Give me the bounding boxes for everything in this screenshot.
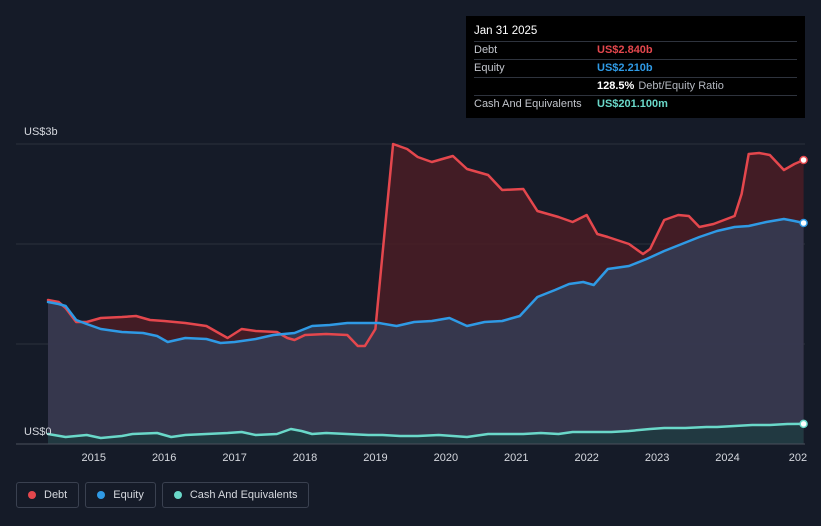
series-end-markers: [799, 155, 808, 429]
x-tick-labels: 2015 2016 2017 2018 2019 2020 2021 2022 2023 2024…: [82, 452, 808, 464]
equity-line: [46, 217, 805, 345]
y-axis-top-label: US$3b: [24, 126, 58, 138]
cash-and-equivalents-line: [46, 422, 805, 440]
x-tick-label: 2021: [504, 452, 528, 464]
tooltip-label-equity: Equity: [474, 62, 505, 74]
x-tick-label: 2018: [293, 452, 317, 464]
equity-end-marker: [799, 218, 808, 228]
tooltip-row-equity: Equity US$2.210b: [474, 59, 797, 77]
tooltip-row-debt: Debt US$2.840b: [474, 41, 797, 59]
legend-item-debt[interactable]: Debt: [16, 482, 80, 508]
tooltip-value-debt: US$2.840b: [597, 44, 653, 56]
tooltip-label-debt: Debt: [474, 44, 498, 56]
x-tick-label: 2024: [715, 452, 739, 464]
tooltip-label-ratio: [474, 78, 597, 95]
legend-dot-debt-icon: [28, 491, 36, 499]
x-tick-label: 202: [789, 452, 807, 464]
series-lines: [46, 142, 805, 440]
debt-end-marker: [799, 155, 808, 165]
legend-label-equity: Equity: [113, 489, 144, 501]
tooltip-panel: Jan 31 2025 Debt US$2.840b Equity US$2.2…: [466, 16, 805, 118]
x-tick-label: 2017: [222, 452, 246, 464]
legend-item-cash[interactable]: Cash And Equivalents: [161, 482, 310, 508]
x-tick-label: 2015: [82, 452, 106, 464]
legend-dot-cash-icon: [173, 491, 182, 499]
tooltip-date: Jan 31 2025: [474, 25, 538, 37]
tooltip-row-cash: Cash And Equivalents US$201.100m: [474, 95, 797, 113]
tooltip-value-equity: US$2.210b: [597, 62, 653, 74]
series-fills: [48, 144, 804, 444]
x-tick-label: 2022: [574, 452, 598, 464]
cash-and-equivalents-area: [48, 423, 804, 444]
legend-item-equity[interactable]: Equity: [85, 482, 156, 508]
tooltip-value-cash: US$201.100m: [597, 98, 668, 110]
x-tick-label: 2020: [434, 452, 458, 464]
y-axis-bottom-label: US$0: [24, 426, 52, 438]
debt-line: [46, 142, 805, 348]
tooltip-value-ratio: 128.5%: [597, 80, 635, 92]
legend-dot-equity-icon: [97, 491, 106, 499]
tooltip-label-cash: Cash And Equivalents: [474, 98, 582, 110]
tooltip-row-ratio: 128.5% Debt/Equity Ratio: [474, 77, 797, 95]
equity-area: [48, 219, 804, 444]
x-tick-label: 2019: [363, 452, 387, 464]
legend-label-cash: Cash And Equivalents: [189, 489, 298, 501]
legend-label-debt: Debt: [44, 489, 68, 501]
chart-legend: Debt Equity Cash And Equivalents: [16, 482, 310, 508]
x-tick-label: 2023: [645, 452, 669, 464]
cash-and-equivalents-end-marker: [799, 419, 808, 429]
x-tick-label: 2016: [152, 452, 176, 464]
tooltip-ratio-caption: Debt/Equity Ratio: [638, 80, 724, 92]
